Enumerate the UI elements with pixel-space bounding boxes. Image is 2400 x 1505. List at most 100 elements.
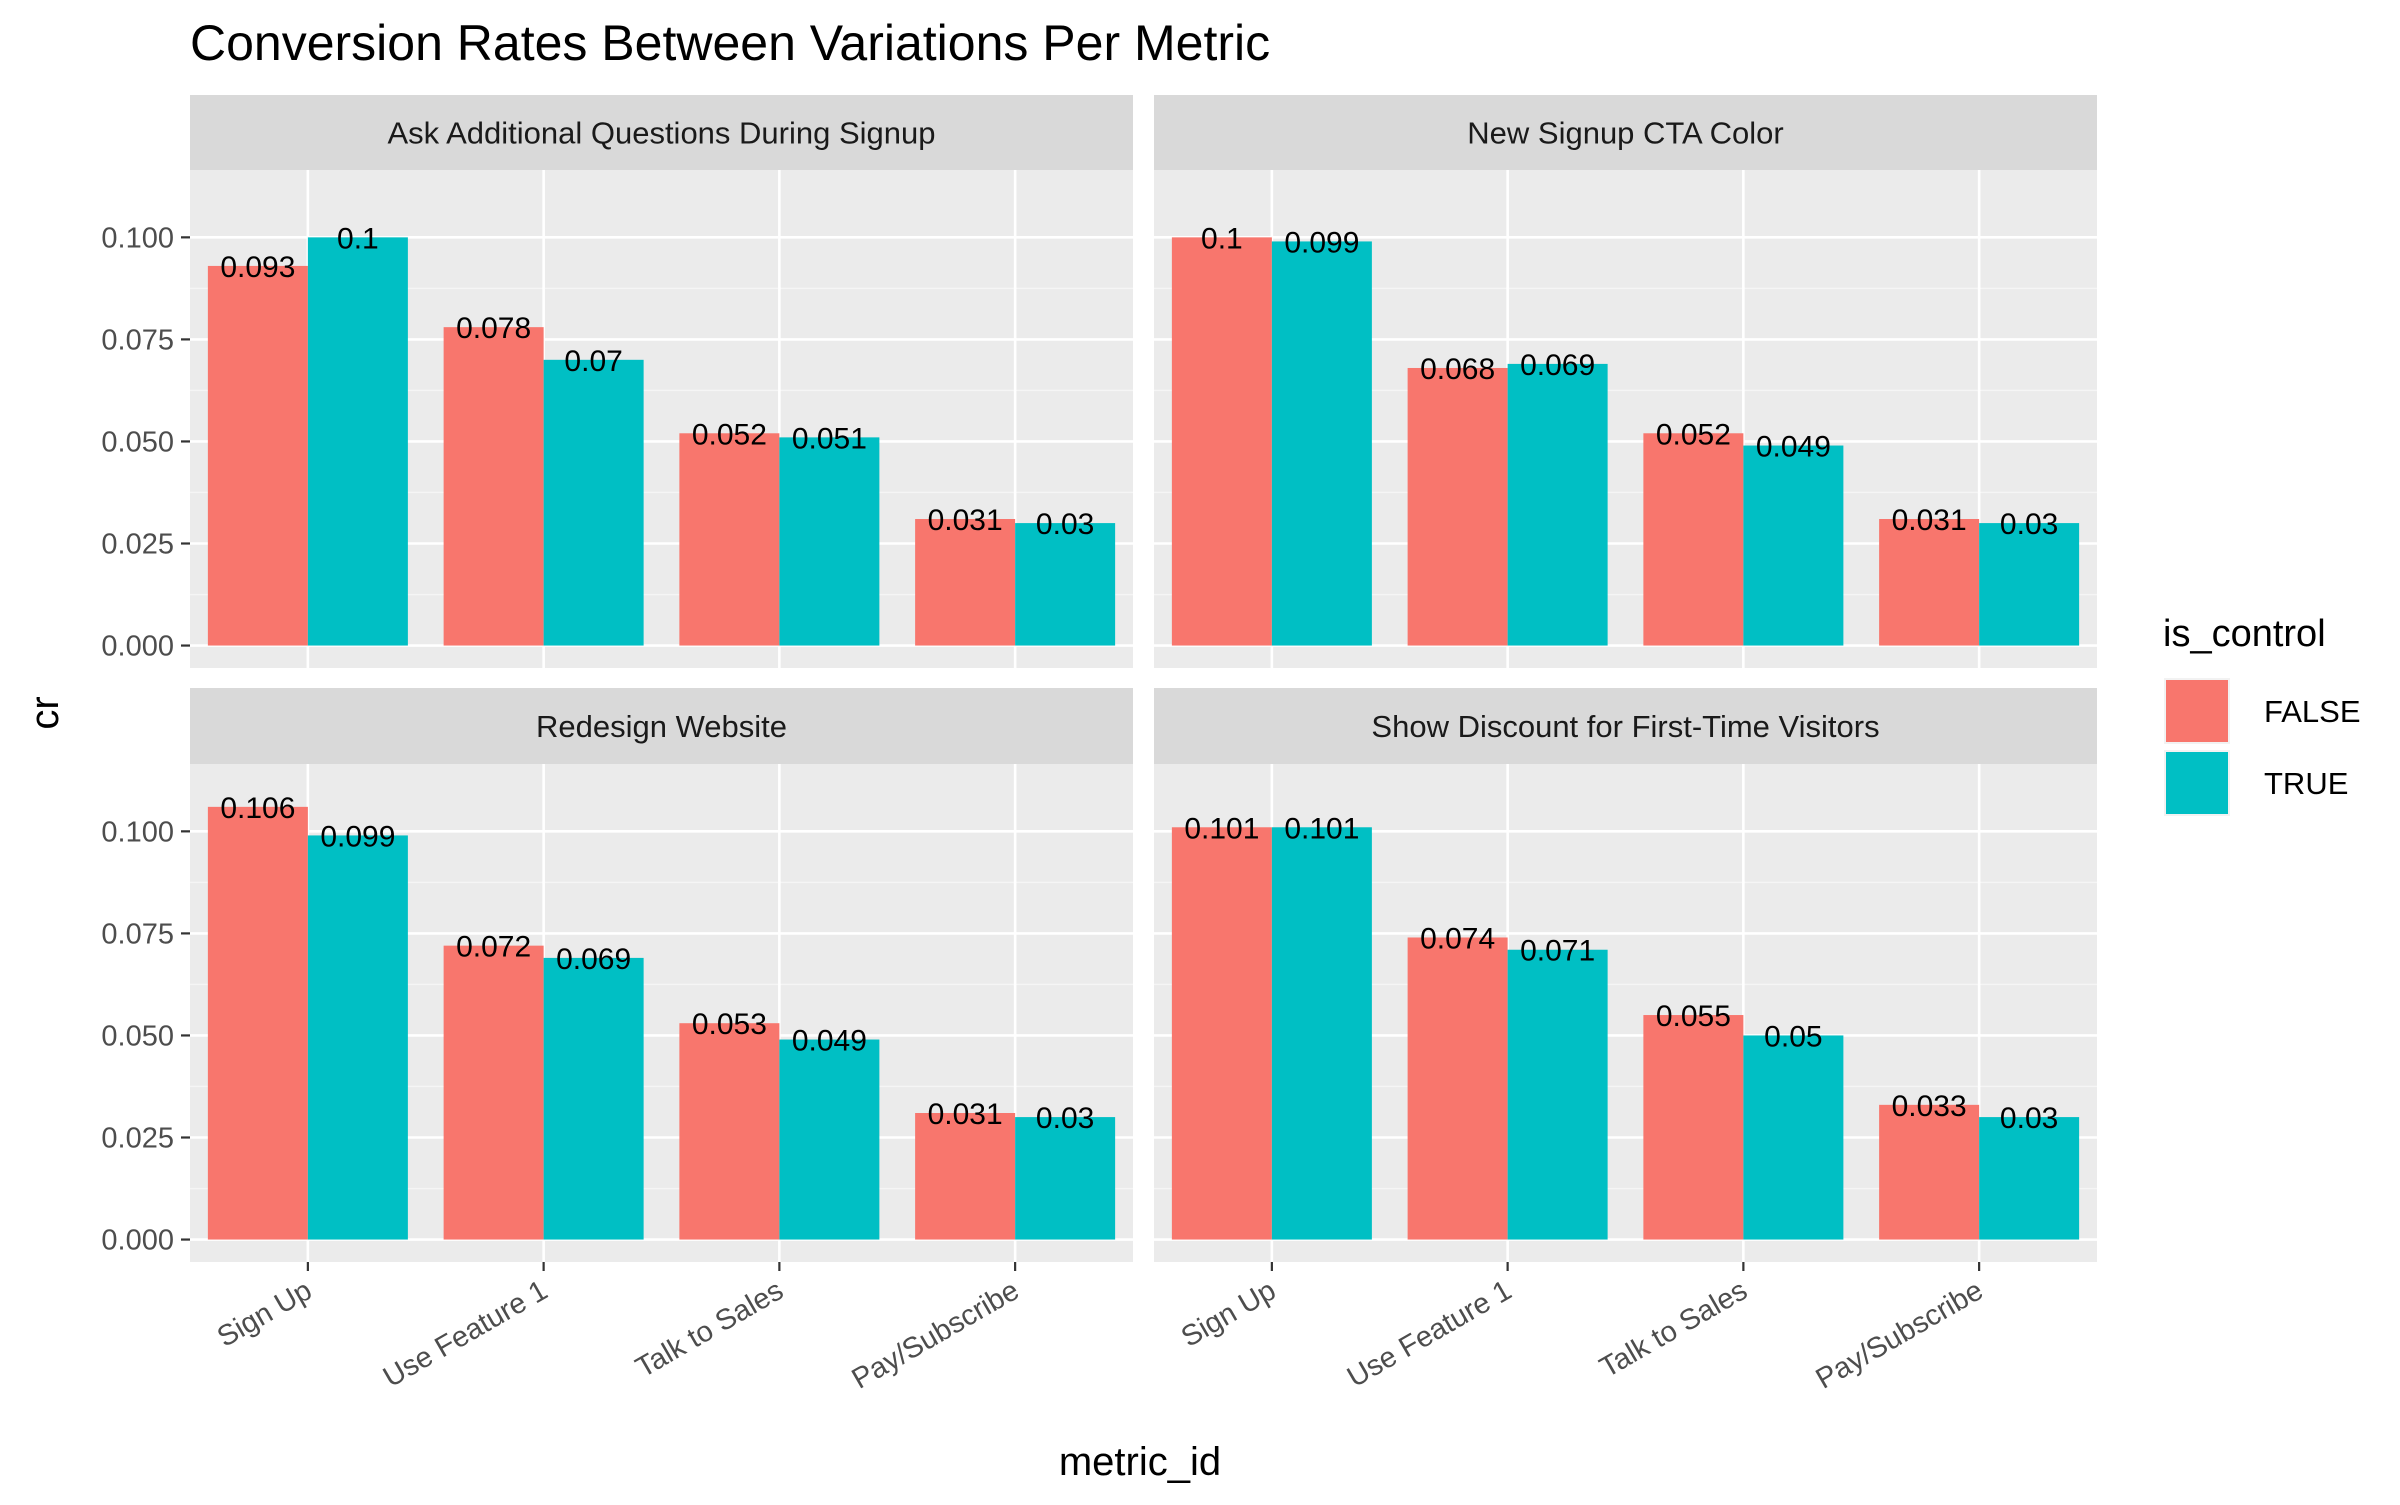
bar-value-label: 0.031 [928,504,1003,537]
legend-items: FALSE TRUE [2164,678,2361,816]
bar-true [1979,1117,2080,1240]
bar-true [779,1039,880,1240]
bar-true [1743,1035,1844,1240]
bar-false [915,519,1016,646]
bar-value-label: 0.03 [2000,1102,2058,1135]
bar-value-label: 0.05 [1764,1020,1822,1053]
bar-true [1507,949,1608,1240]
bar-true [543,359,644,646]
bar-value-label: 0.031 [928,1098,1003,1131]
y-tick-label: 0.025 [101,1123,174,1155]
x-tick-label: Talk to Sales [630,1274,788,1384]
legend-swatch-true [2166,752,2228,814]
bar-value-label: 0.071 [1520,935,1595,968]
bar-value-label: 0.1 [337,222,379,255]
bar-value-label: 0.03 [1036,508,1094,541]
bar-true [1271,827,1372,1240]
facet-strip-label: Ask Additional Questions During Signup [388,116,936,151]
bar-true [1743,445,1844,646]
facet-panel: Ask Additional Questions During Signup 0.… [101,95,1133,668]
bar-false [207,265,308,646]
bar-false [679,433,780,646]
x-tick-label: Use Feature 1 [1342,1274,1517,1394]
bar-value-label: 0.03 [1036,1102,1094,1135]
bar-false [207,806,308,1240]
bar-false [1643,433,1744,646]
legend-swatch-false [2166,680,2228,742]
bar-false [443,945,544,1240]
bar-value-label: 0.072 [456,931,531,964]
facet-panels: Ask Additional Questions During Signup 0.… [101,95,2097,1396]
bar-value-label: 0.069 [1520,349,1595,382]
y-tick-label: 0.100 [101,222,174,254]
facet-strip-label: Show Discount for First-Time Visitors [1371,709,1879,744]
y-tick-label: 0.050 [101,426,174,458]
x-tick-label: Sign Up [1176,1274,1281,1353]
facet-panel: New Signup CTA Color 0.1 0.068 0.052 0.031 0.… [1154,95,2097,668]
bar-value-label: 0.052 [692,418,767,451]
x-tick-label: Sign Up [212,1274,317,1353]
bar-value-label: 0.101 [1284,812,1359,845]
y-tick-label: 0.100 [101,816,174,848]
bar-false [1171,237,1272,646]
facet-strip [190,95,1133,170]
x-axis-title: metric_id [1059,1440,1221,1484]
bar-value-label: 0.033 [1892,1090,1967,1123]
bar-value-label: 0.053 [692,1008,767,1041]
y-tick-label: 0.075 [101,324,174,356]
bar-true [543,957,644,1240]
bar-false [1879,1104,1980,1240]
bar-true [1979,523,2080,646]
bar-false [1879,519,1980,646]
legend: is_control FALSE TRUE [2163,613,2361,816]
bar-value-label: 0.07 [564,345,622,378]
bar-value-label: 0.093 [220,251,295,284]
bar-false [1407,937,1508,1240]
bar-false [443,327,544,646]
bar-value-label: 0.106 [220,792,295,825]
bar-value-label: 0.074 [1420,922,1495,955]
facet-strip [1154,688,2097,764]
bar-value-label: 0.03 [2000,508,2058,541]
bar-value-label: 0.099 [320,820,395,853]
y-axis-title: cr [23,696,67,729]
facet-panel: Show Discount for First-Time Visitors 0.1… [1154,688,2097,1396]
legend-label: FALSE [2264,694,2361,729]
y-tick-label: 0.075 [101,918,174,950]
x-tick-label: Pay/Subscribe [1811,1274,1989,1395]
facet-strip-label: Redesign Website [536,709,787,744]
facet-strip [190,688,1133,764]
bar-true [1271,241,1372,646]
bar-true [779,437,880,646]
bar-value-label: 0.069 [556,943,631,976]
y-tick-label: 0.050 [101,1020,174,1052]
bar-value-label: 0.052 [1656,418,1731,451]
bar-value-label: 0.099 [1284,226,1359,259]
y-tick-label: 0.000 [101,631,174,663]
x-tick-label: Pay/Subscribe [847,1274,1025,1395]
bar-value-label: 0.1 [1201,222,1243,255]
chart-title: Conversion Rates Between Variations Per … [190,15,1270,71]
bar-false [1407,367,1508,646]
bar-value-label: 0.031 [1892,504,1967,537]
bar-true [1015,523,1116,646]
bar-true [1015,1117,1116,1240]
bar-true [307,237,408,646]
x-tick-label: Use Feature 1 [378,1274,553,1394]
y-tick-label: 0.025 [101,529,174,561]
bar-true [1507,363,1608,646]
bar-true [307,835,408,1240]
facet-strip [1154,95,2097,170]
legend-label: TRUE [2264,766,2348,801]
y-tick-label: 0.000 [101,1225,174,1257]
x-tick-label: Talk to Sales [1594,1274,1752,1384]
bar-false [915,1113,1016,1240]
bar-value-label: 0.068 [1420,353,1495,386]
bar-value-label: 0.101 [1184,812,1259,845]
bar-false [1643,1015,1744,1240]
bar-value-label: 0.051 [792,422,867,455]
facet-panel: Redesign Website 0.106 0.072 0.053 0.031 0.09… [101,688,1133,1396]
facet-strip-label: New Signup CTA Color [1467,116,1783,151]
